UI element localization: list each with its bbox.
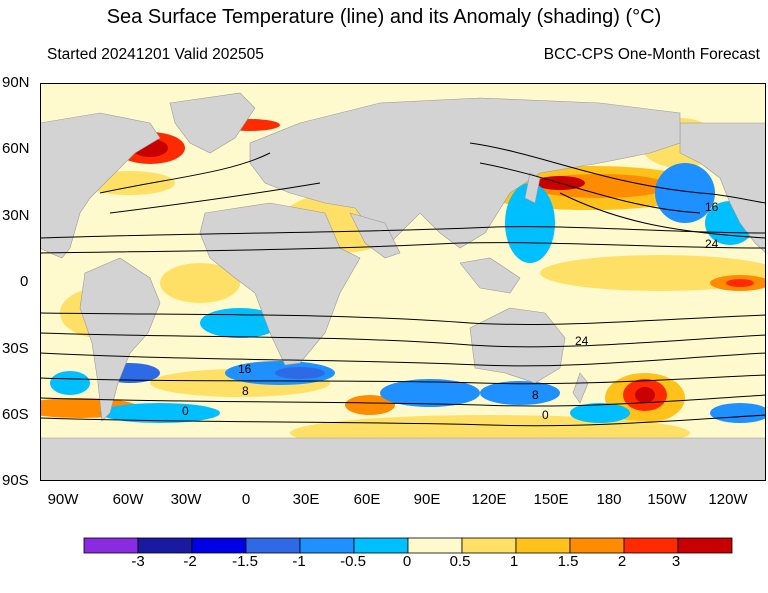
lon-label-150w: 150W [647,491,687,508]
lon-label-30w: 30W [170,491,202,508]
forecast-product: BCC-CPS One-Month Forecast [543,46,760,63]
colorbar-cell [515,537,571,554]
map-frame [40,83,766,481]
contour-label-group: 16 24 24 16 8 8 0 0 [182,200,719,422]
eurasia [249,97,681,249]
colorbar-cell [569,537,625,554]
lon-label-60e: 60E [353,491,381,508]
lat-label-30n: 30N [2,207,30,224]
colorbar-label: -1 [292,553,306,570]
colorbar-label: -2 [183,553,197,570]
contour-label: 0 [182,404,189,418]
map-title: Sea Surface Temperature (line) and its A… [106,6,662,28]
colorbar-cell [677,537,733,554]
land-masses [40,92,766,481]
lat-label-90n: 90N [2,74,30,91]
lat-label-eq: 0 [20,273,29,290]
contour-label: 16 [238,362,252,376]
colorbar-label: -0.5 [340,553,366,570]
colorbar-label: -1.5 [232,553,258,570]
colorbar-label: -3 [131,553,145,570]
new-zealand [572,372,589,404]
arabia-india [349,212,401,259]
contour-label: 24 [575,334,589,348]
colorbar-label: 0.5 [449,553,471,570]
colorbar-cell [461,537,517,554]
africa [199,202,361,366]
sst-contours [40,142,766,427]
sst-anomaly-map: 16 24 24 16 8 8 0 0 [40,83,766,481]
colorbar-label: 1 [509,553,519,570]
contour-label: 8 [532,388,539,402]
colorbar-cell [245,537,301,554]
colorbar-label: 1.5 [557,553,579,570]
contour-label: 8 [242,384,249,398]
maritime-continent [459,257,521,294]
lon-label-60w: 60W [112,491,144,508]
colorbar-cell [137,537,193,554]
colorbar-label: 2 [617,553,627,570]
lon-label-120e: 120E [471,491,507,508]
colorbar-cell [623,537,679,554]
south-america [79,257,161,422]
contour-label: 24 [705,237,719,251]
lon-label-150e: 150E [533,491,569,508]
lat-label-30s: 30S [2,340,29,357]
colorbar-cell [407,537,463,554]
lon-label-30e: 30E [292,491,320,508]
lat-label-60n: 60N [2,140,30,157]
lon-label-120w: 120W [708,491,748,508]
australia [469,307,566,384]
greenland [169,92,256,154]
colorbar-cells [83,537,733,554]
antarctica [40,437,766,481]
colorbar-cell [83,537,139,554]
colorbar-label: 3 [671,553,681,570]
colorbar-cell [353,537,409,554]
lat-label-90s: 90S [2,472,29,489]
lon-label-90e: 90E [413,491,441,508]
colorbar-cell [191,537,247,554]
colorbar-label: 0 [402,553,412,570]
contour-label: 16 [705,200,719,214]
contour-label: 0 [542,408,549,422]
north-america-east [679,122,766,254]
lon-label-0: 0 [241,491,251,508]
lat-label-60s: 60S [2,406,29,423]
forecast-dates: Started 20241201 Valid 202505 [47,46,264,63]
colorbar-cell [299,537,355,554]
lon-label-180: 180 [596,491,622,508]
lon-label-90w: 90W [47,491,79,508]
